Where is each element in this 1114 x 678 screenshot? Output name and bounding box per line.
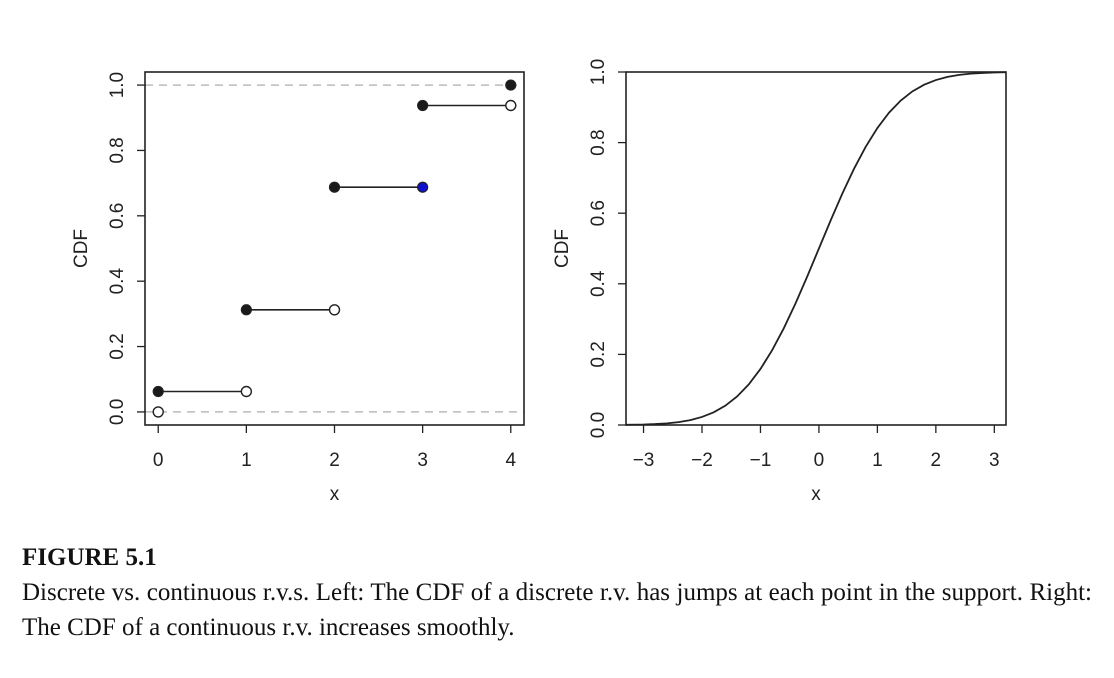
y-tick-label: 0.0 xyxy=(107,399,128,425)
x-tick-label: 2 xyxy=(931,450,942,471)
filled-point xyxy=(505,79,517,91)
right-cdf-panel: −3 −2 −1 0 1 2 3 0.0 0.2 0.4 0.6 0.8 1.0 x CDF xyxy=(552,59,1007,505)
figure-caption: FIGURE 5.1 Discrete vs. continuous r.v.s… xyxy=(22,541,1092,645)
open-point xyxy=(328,304,341,316)
filled-point xyxy=(328,181,341,193)
y-tick-label: 1.0 xyxy=(107,72,128,98)
caption-text: Discrete vs. continuous r.v.s. Left: The… xyxy=(22,579,1092,641)
filled-point xyxy=(417,99,429,112)
cdf-curve xyxy=(625,71,1007,426)
x-tick-label: 0 xyxy=(814,450,825,471)
open-point xyxy=(152,406,164,418)
x-tick-label: −2 xyxy=(691,450,713,471)
open-point xyxy=(240,385,253,398)
y-tick-label: 0.4 xyxy=(107,268,128,295)
x-axis-label: x xyxy=(330,484,340,505)
y-axis-label: CDF xyxy=(552,229,573,268)
x-tick-label: 3 xyxy=(417,450,428,471)
y-tick-label: 0.0 xyxy=(588,412,609,438)
open-point xyxy=(505,99,517,112)
y-tick-label: 0.2 xyxy=(588,341,609,367)
x-tick-label: 3 xyxy=(989,450,1000,471)
x-tick-label: −1 xyxy=(750,450,772,471)
y-tick-label: 0.6 xyxy=(107,203,128,229)
y-tick-label: 0.4 xyxy=(588,270,609,297)
filled-point xyxy=(240,304,252,316)
highlighted-point xyxy=(417,181,429,193)
figure: 0 1 2 3 4 0.0 0.2 0.4 0.6 0.8 1.0 x CDF −3 −2 −1 0 1 2 3 0.… xyxy=(71,59,1007,505)
left-cdf-panel: 0 1 2 3 4 0.0 0.2 0.4 0.6 0.8 1.0 x CDF xyxy=(71,71,525,505)
plot-frame xyxy=(144,71,525,426)
y-tick-label: 0.8 xyxy=(588,129,609,155)
filled-point xyxy=(152,385,164,398)
plot-frame xyxy=(625,71,1007,426)
x-tick-label: 0 xyxy=(153,450,164,471)
y-tick-label: 0.6 xyxy=(588,200,609,226)
y-tick-label: 0.2 xyxy=(107,333,128,359)
x-tick-label: 1 xyxy=(241,450,252,471)
y-tick-label: 1.0 xyxy=(588,59,609,85)
y-axis-label: CDF xyxy=(71,229,92,268)
y-tick-label: 0.8 xyxy=(107,137,128,163)
x-axis-label: x xyxy=(811,484,821,505)
x-tick-label: −3 xyxy=(633,450,655,471)
x-tick-label: 2 xyxy=(329,450,340,471)
x-tick-label: 1 xyxy=(872,450,883,471)
x-tick-label: 4 xyxy=(505,450,516,471)
caption-label: FIGURE 5.1 xyxy=(22,544,157,571)
